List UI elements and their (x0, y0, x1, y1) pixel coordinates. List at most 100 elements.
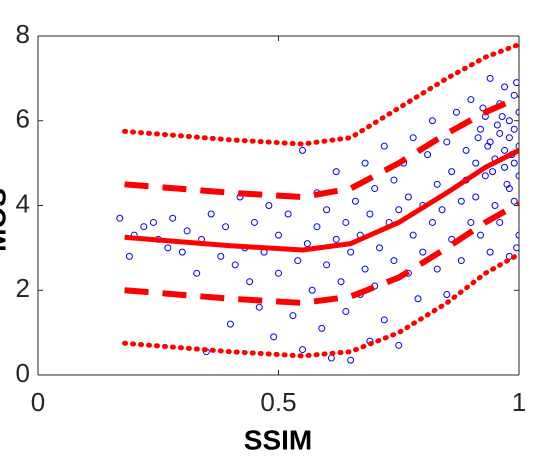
y-axis-title: MOS (0, 188, 11, 252)
scatter-point (503, 180, 511, 188)
scatter-point (226, 320, 234, 328)
scatter-point (270, 333, 278, 341)
scatter-point (299, 146, 307, 154)
scatter-point (481, 172, 489, 180)
scatter-point (493, 121, 501, 129)
scatter-point (390, 257, 398, 265)
scatter-point (462, 146, 470, 154)
scatter-point (491, 202, 499, 209)
scatter-point (380, 142, 388, 150)
scatter-point (337, 278, 345, 286)
scatter-point (289, 312, 297, 320)
y-tick-label: 0 (16, 358, 30, 388)
fit-line (122, 251, 519, 359)
scatter-point (428, 218, 436, 226)
scatter-point (246, 278, 254, 286)
scatter-point (498, 113, 506, 121)
scatter-point (510, 159, 518, 167)
scatter-point (347, 248, 355, 256)
scatter-point (342, 218, 350, 226)
scatter-point (474, 134, 482, 142)
scatter-point (443, 138, 451, 146)
y-tick-label: 8 (16, 19, 30, 49)
scatter-point (457, 257, 465, 265)
scatter-point (347, 356, 355, 364)
scatter-point (308, 286, 316, 294)
scatter-point (265, 202, 273, 209)
scatter-point (515, 172, 519, 180)
scatter-point (486, 248, 494, 256)
plot-area (116, 41, 519, 364)
scatter-point (467, 218, 475, 226)
scatter-point (428, 117, 436, 125)
scatter-point (409, 134, 417, 142)
scatter-point (193, 269, 201, 277)
scatter-point (452, 108, 460, 116)
scatter-point (486, 74, 494, 82)
scatter-point (125, 252, 133, 260)
scatter-point (351, 197, 359, 205)
scatter-point (342, 307, 350, 315)
scatter-point (332, 168, 340, 176)
scatter-point (395, 341, 403, 349)
scatter-point (419, 248, 427, 256)
scatter-point (433, 180, 441, 188)
scatter-point (489, 168, 497, 176)
scatter-point (313, 223, 321, 231)
fit-line (124, 148, 519, 253)
scatter-point (183, 227, 191, 235)
scatter-point (501, 163, 509, 171)
scatter-point (510, 91, 518, 99)
scatter-point (448, 168, 456, 176)
scatter-point (510, 125, 518, 133)
scatter-point (433, 265, 441, 273)
scatter-point (361, 159, 369, 167)
scatter-point (366, 210, 374, 218)
scatter-point (438, 206, 446, 214)
scatter-point (443, 290, 451, 298)
scatter-point (361, 265, 369, 273)
x-tick-label: 0 (31, 387, 45, 417)
scatter-point (501, 146, 509, 154)
scatter-point (332, 235, 340, 243)
scatter-point (371, 185, 379, 193)
scatter-point (164, 244, 172, 252)
fit-line (124, 94, 519, 201)
scatter-point (149, 218, 157, 226)
scatter-point (390, 176, 398, 184)
y-tick-label: 4 (16, 188, 30, 218)
scatter-point (457, 197, 465, 205)
x-axis-title: SSIM (244, 424, 312, 455)
scatter-point (467, 96, 475, 104)
scatter-point (231, 261, 239, 269)
scatter-point (515, 108, 519, 116)
scatter-point (275, 231, 282, 239)
fit-line (122, 41, 519, 147)
scatter-point (513, 244, 519, 252)
scatter-point (169, 214, 177, 222)
scatter-point (510, 197, 518, 205)
scatter-point (250, 218, 258, 226)
scatter-point (376, 244, 384, 252)
scatter-point (505, 117, 513, 125)
scatter-point (472, 193, 480, 201)
scatter-point (501, 83, 509, 91)
scatter-point (294, 257, 302, 265)
scatter-point (424, 151, 432, 159)
scatter-point (496, 129, 504, 137)
scatter-point (303, 240, 311, 248)
scatter-point (472, 159, 480, 167)
scatter-point (222, 223, 230, 231)
scatter-point (327, 354, 335, 362)
scatter-point (414, 295, 422, 303)
scatter-point (275, 269, 282, 277)
scatter-point (395, 206, 403, 214)
scatter-point (515, 142, 519, 150)
scatter-point (178, 248, 186, 256)
scatter-point (496, 218, 504, 226)
scatter-point (116, 214, 124, 222)
y-tick-label: 2 (16, 273, 30, 303)
scatter-point (477, 231, 485, 239)
